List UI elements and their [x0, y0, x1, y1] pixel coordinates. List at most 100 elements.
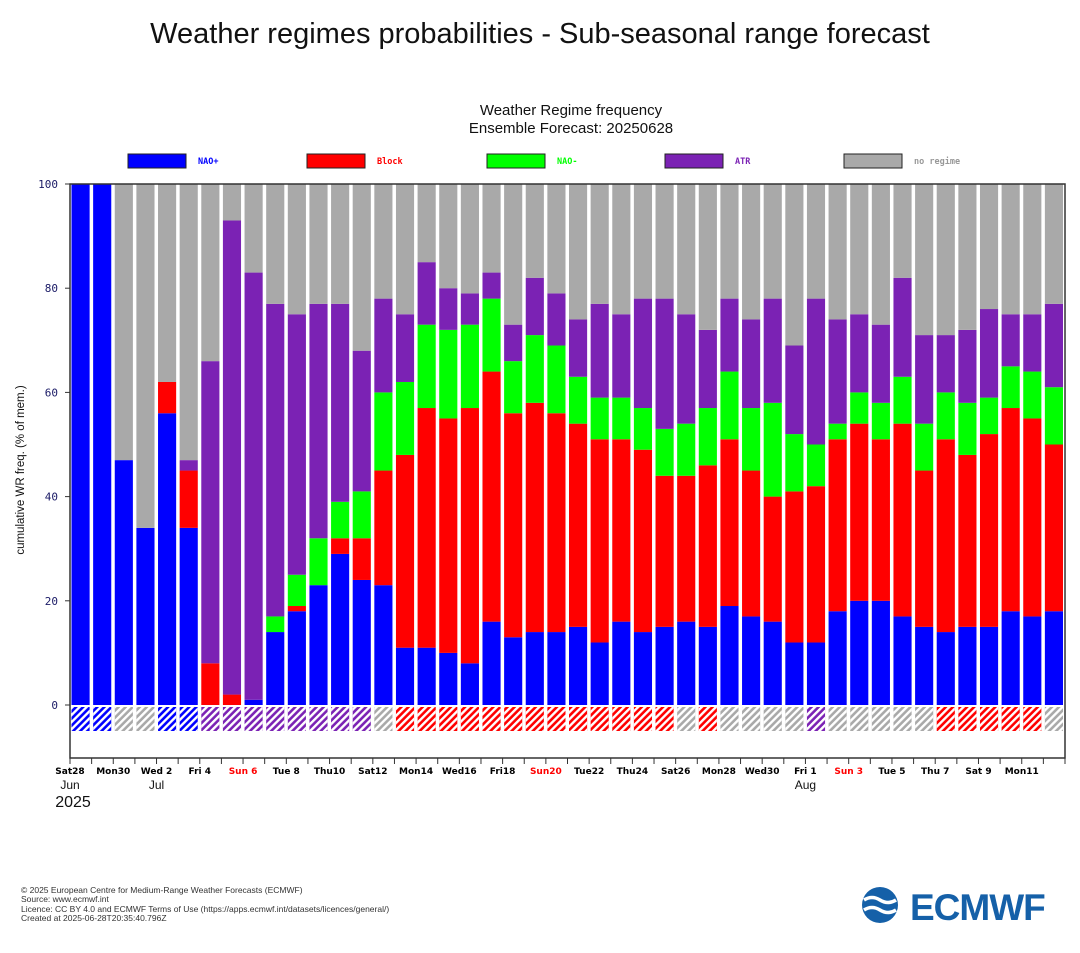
bar-segment [806, 444, 826, 487]
dominant-box [244, 707, 263, 731]
dominant-box [785, 707, 804, 731]
dominant-box [287, 707, 306, 731]
bar-segment [309, 585, 328, 705]
bar-segment [374, 184, 393, 299]
bar-segment [460, 184, 479, 294]
bar-segment [222, 220, 242, 695]
bar-segment [266, 632, 285, 705]
dominant-box [1001, 707, 1020, 731]
bar-segment [331, 303, 350, 502]
x-tick-label: Sun20 [530, 767, 562, 777]
y-tick-label: 80 [45, 282, 58, 295]
bar-segment [633, 632, 653, 705]
bar-segment [958, 329, 977, 403]
bar-segment [244, 699, 263, 705]
bar-segment [612, 439, 631, 622]
bar-segment [547, 345, 566, 414]
bar-segment [331, 553, 350, 705]
legend-swatch-3 [664, 153, 724, 169]
bar-segment [1023, 418, 1042, 617]
dominant-box [71, 707, 90, 731]
bar-segment [1044, 303, 1063, 388]
dominant-box [936, 707, 955, 731]
dominant-box [352, 707, 371, 731]
ecmwf-logo-icon [862, 887, 898, 923]
bar-segment [612, 621, 631, 705]
bar-segment [309, 184, 328, 304]
dominant-box [1023, 707, 1042, 731]
x-tick-label: Sun 3 [834, 767, 863, 777]
ecmwf-logo-text: ECMWF [910, 887, 1046, 928]
dominant-box [915, 707, 934, 731]
dominant-box [806, 707, 826, 731]
x-tick-label: Fri 4 [189, 767, 212, 777]
bar-segment [828, 423, 847, 440]
bar-segment [222, 184, 242, 221]
x-tick-label: Sat 9 [965, 767, 991, 777]
bar-segment [331, 538, 350, 554]
x-tick-label: Tue 8 [273, 767, 300, 777]
bar-segment [958, 626, 977, 705]
legend-label-4: no regime [914, 156, 960, 167]
bar-area [70, 184, 1065, 760]
bar-segment [569, 626, 588, 705]
bar-segment [655, 475, 674, 627]
bar-segment [763, 496, 782, 622]
bar-segment [352, 491, 371, 539]
bar-segment [806, 298, 826, 445]
year-label: 2025 [55, 794, 91, 811]
bar-segment [828, 611, 847, 705]
legend-swatch-4 [843, 153, 903, 169]
bar-segment [958, 402, 977, 455]
bar-segment [590, 397, 609, 440]
x-tick-label: Mon11 [1005, 767, 1039, 777]
bar-segment [871, 600, 890, 705]
dominant-box [136, 707, 155, 731]
bar-segment [655, 428, 674, 476]
bar-segment [915, 470, 934, 627]
dominant-box [460, 707, 479, 731]
bar-segment [979, 434, 999, 627]
dominant-box [114, 707, 133, 731]
bar-segment [482, 621, 501, 705]
bar-segment [114, 184, 133, 461]
bar-segment [201, 184, 220, 362]
bar-segment [1044, 444, 1063, 612]
month-label: Aug [795, 778, 816, 792]
bar-segment [1023, 184, 1042, 315]
bar-segment [244, 272, 263, 700]
bar-segment [395, 314, 415, 382]
bar-segment [439, 184, 458, 289]
bar-segment [374, 585, 393, 705]
x-tick-label: Mon28 [702, 767, 736, 777]
x-tick-label: Sat26 [661, 767, 690, 777]
bar-segment [850, 392, 869, 424]
bar-segment [93, 184, 112, 705]
bar-segment [158, 184, 177, 382]
bar-segment [785, 434, 804, 492]
bar-segment [698, 329, 717, 409]
bar-segment [655, 298, 674, 429]
bar-segment [525, 632, 544, 705]
bar-segment [633, 449, 653, 633]
bar-segment [742, 184, 761, 320]
bar-segment [1001, 366, 1020, 409]
bar-segment [979, 184, 999, 310]
bar-segment [677, 314, 696, 424]
bar-segment [331, 501, 350, 539]
bar-segment [936, 335, 955, 393]
bar-segment [742, 470, 761, 617]
dominant-box [395, 707, 415, 731]
bar-segment [720, 184, 739, 299]
bar-segment [1044, 184, 1063, 304]
dominant-box [871, 707, 890, 731]
bar-segment [893, 184, 912, 278]
bar-segment [893, 616, 912, 705]
bar-segment [547, 632, 566, 705]
bar-segment [158, 413, 177, 705]
bar-segment [720, 371, 739, 440]
bar-segment [915, 335, 934, 424]
bar-segment [612, 184, 631, 315]
bar-segment [633, 184, 653, 299]
bar-segment [417, 324, 436, 409]
